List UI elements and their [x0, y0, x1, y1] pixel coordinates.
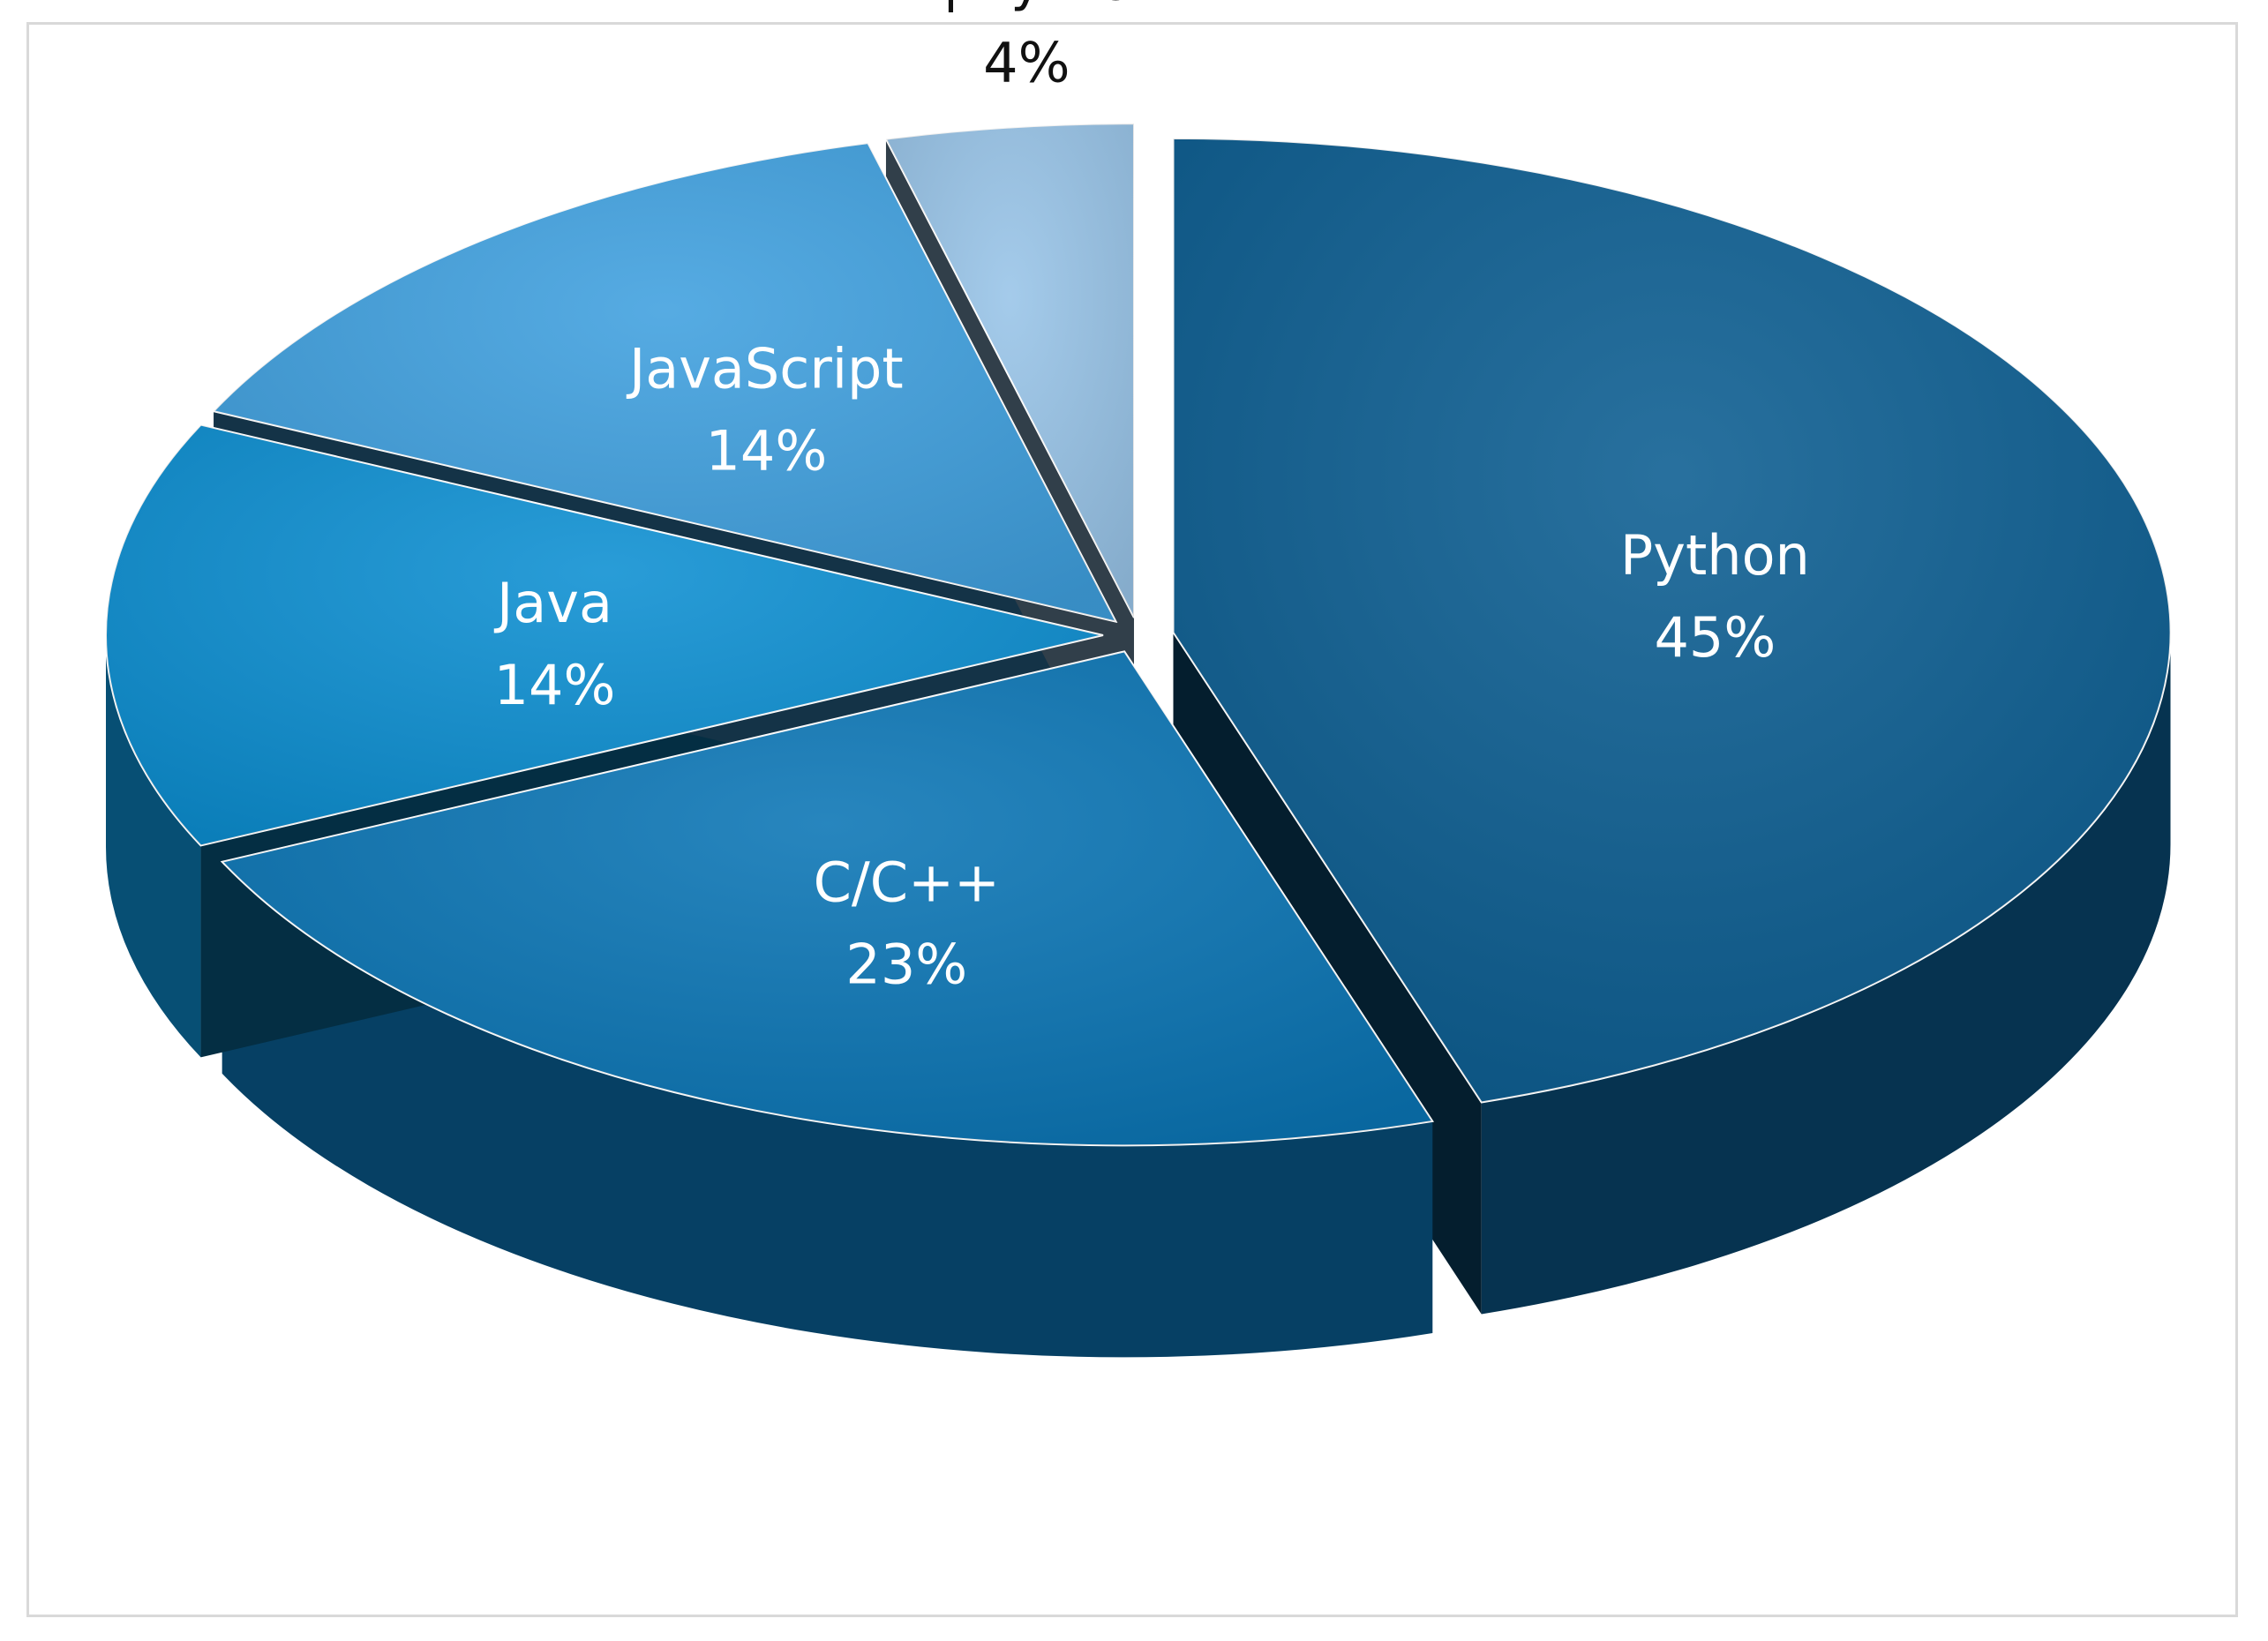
slice-value-c-c: 23% [845, 932, 967, 996]
slice-value-r-python: 4% [983, 31, 1070, 95]
slice-value-python: 45% [1654, 605, 1776, 670]
pie-tops [105, 123, 2172, 1147]
slice-side-c-c [222, 861, 1433, 1358]
slice-label-java: Java [493, 571, 612, 635]
slice-shading-javascript [214, 143, 1116, 622]
slice-value-javascript: 14% [705, 418, 827, 483]
slice-label-c-c: C/C++ [814, 850, 1000, 914]
slice-label-r-python: R | Python [886, 0, 1167, 14]
slice-label-javascript: JavaScript [626, 336, 904, 401]
slice-shading-python [1173, 138, 2171, 1103]
slice-label-python: Python [1620, 523, 1810, 588]
slice-value-java: 14% [494, 653, 616, 717]
pie-labels: Python 45% C/C++ 23% Java 14% JavaScript 14% R |… [493, 0, 1810, 996]
slice-side-java [106, 635, 201, 1058]
slice-shading-java [105, 424, 1104, 846]
slice-side-python [1481, 632, 2171, 1315]
slice-shading-c-c [222, 651, 1433, 1146]
slice-shading-r-python [885, 124, 1134, 618]
